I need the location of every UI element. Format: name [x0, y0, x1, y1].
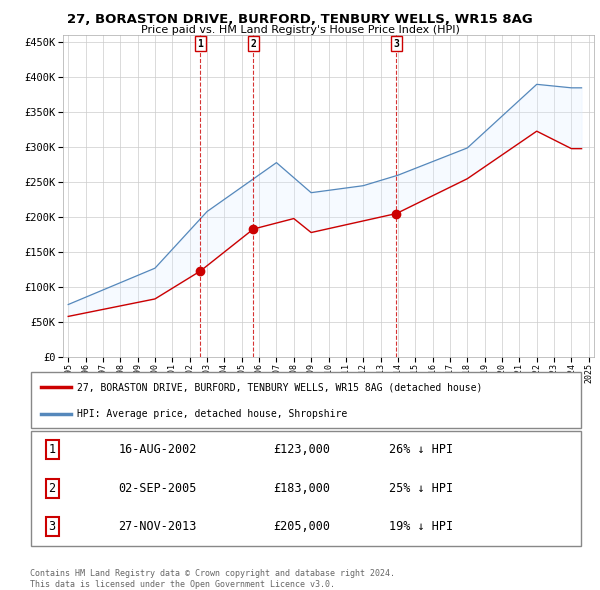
Text: £205,000: £205,000: [273, 520, 330, 533]
Text: HPI: Average price, detached house, Shropshire: HPI: Average price, detached house, Shro…: [77, 409, 347, 419]
Text: 1: 1: [197, 38, 203, 48]
FancyBboxPatch shape: [31, 372, 581, 428]
Text: 2: 2: [49, 481, 56, 495]
Text: 3: 3: [49, 520, 56, 533]
Text: 27-NOV-2013: 27-NOV-2013: [118, 520, 197, 533]
FancyBboxPatch shape: [31, 431, 581, 546]
Text: 3: 3: [393, 38, 399, 48]
Text: 2: 2: [250, 38, 256, 48]
Text: 27, BORASTON DRIVE, BURFORD, TENBURY WELLS, WR15 8AG (detached house): 27, BORASTON DRIVE, BURFORD, TENBURY WEL…: [77, 382, 482, 392]
Text: 1: 1: [49, 443, 56, 457]
Text: 02-SEP-2005: 02-SEP-2005: [118, 481, 197, 495]
Text: 16-AUG-2002: 16-AUG-2002: [118, 443, 197, 457]
Text: 25% ↓ HPI: 25% ↓ HPI: [389, 481, 453, 495]
Text: 19% ↓ HPI: 19% ↓ HPI: [389, 520, 453, 533]
Text: 27, BORASTON DRIVE, BURFORD, TENBURY WELLS, WR15 8AG: 27, BORASTON DRIVE, BURFORD, TENBURY WEL…: [67, 13, 533, 26]
Text: Price paid vs. HM Land Registry's House Price Index (HPI): Price paid vs. HM Land Registry's House …: [140, 25, 460, 35]
Text: £183,000: £183,000: [273, 481, 330, 495]
Text: 26% ↓ HPI: 26% ↓ HPI: [389, 443, 453, 457]
Text: Contains HM Land Registry data © Crown copyright and database right 2024.
This d: Contains HM Land Registry data © Crown c…: [30, 569, 395, 589]
Text: £123,000: £123,000: [273, 443, 330, 457]
